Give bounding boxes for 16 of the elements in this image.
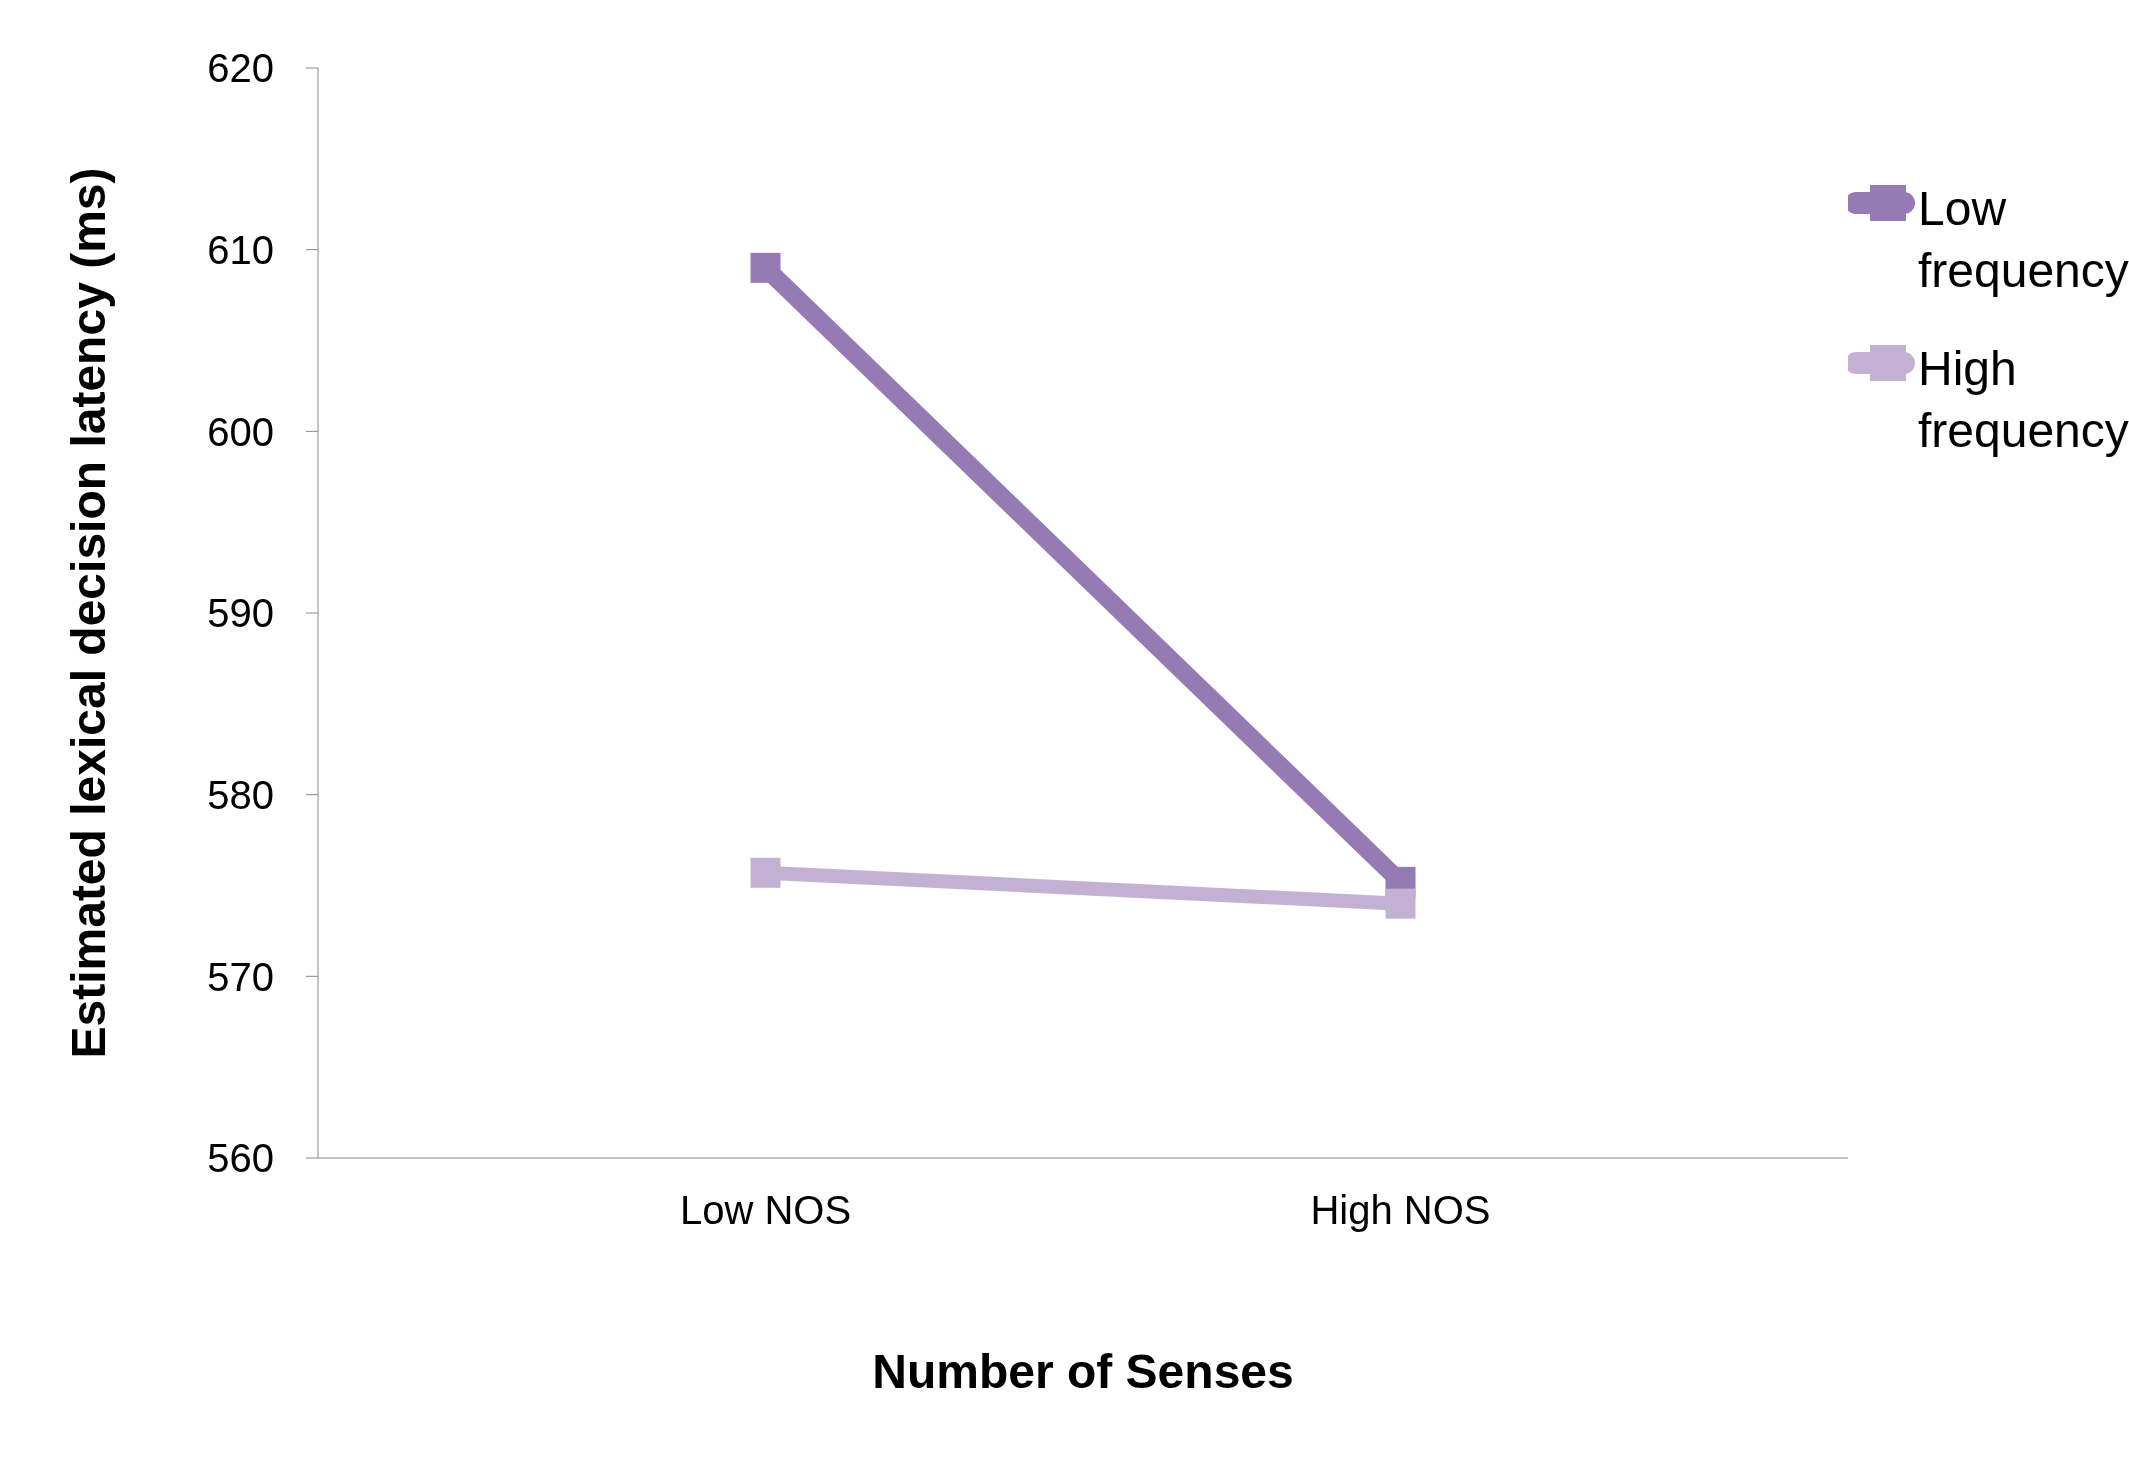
point <box>1385 888 1416 919</box>
x-axis-title: Number of Senses <box>872 1345 1294 1398</box>
x-tick-label: Low NOS <box>679 1188 852 1233</box>
y-tick-label: 560 <box>207 1136 274 1181</box>
y-tick-label: 570 <box>207 954 274 999</box>
point <box>750 857 781 888</box>
y-axis-title: Estimated lexical decision latency (ms) <box>62 167 116 1059</box>
y-tick-label: 600 <box>207 409 274 454</box>
legend-label: High frequency <box>1918 341 2129 459</box>
y-tick-label: 610 <box>207 227 274 272</box>
y-tick-label: 620 <box>207 46 274 91</box>
y-tick-label: 590 <box>207 591 274 636</box>
legend-label: Low frequency <box>1918 181 2129 299</box>
point <box>750 252 781 283</box>
y-tick-label: 580 <box>207 772 274 817</box>
x-tick-label: High NOS <box>1310 1188 1491 1233</box>
